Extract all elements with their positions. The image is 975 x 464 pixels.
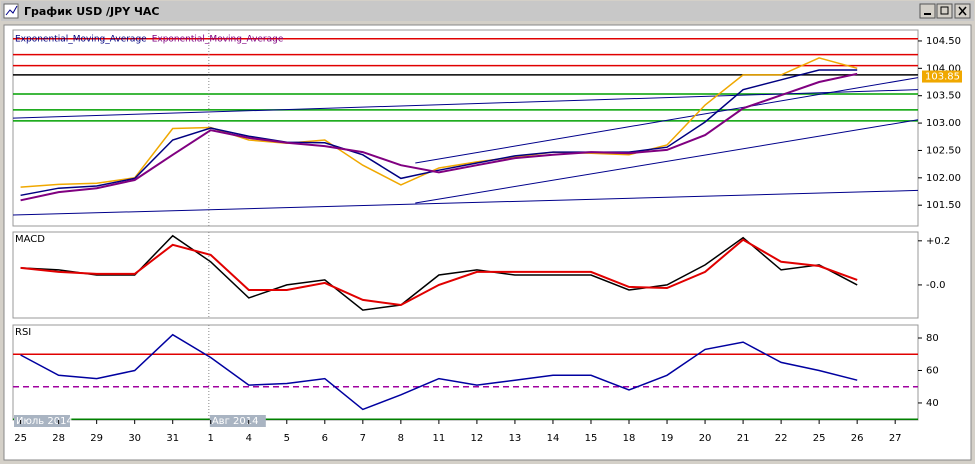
month-box bbox=[14, 415, 70, 427]
x-tick-label: 13 bbox=[509, 433, 522, 444]
x-tick-label: 25 bbox=[14, 433, 27, 444]
x-tick-label: 31 bbox=[166, 433, 179, 444]
legend-entry: Exponential_Moving_Average bbox=[152, 35, 284, 45]
panel-border bbox=[12, 231, 919, 319]
x-tick-label: 19 bbox=[661, 433, 674, 444]
x-tick-label: 15 bbox=[585, 433, 598, 444]
y-tick-label: 60 bbox=[926, 365, 939, 376]
x-tick-label: 22 bbox=[775, 433, 788, 444]
minimize-button[interactable] bbox=[919, 3, 936, 19]
chart-area bbox=[3, 24, 972, 461]
series-line bbox=[20, 57, 858, 188]
x-tick-label: 14 bbox=[547, 433, 560, 444]
series-line bbox=[20, 69, 858, 197]
y-tick-label: 103.00 bbox=[926, 118, 961, 129]
x-tick-label: 29 bbox=[90, 433, 103, 444]
panel-border bbox=[12, 324, 919, 421]
x-tick-label: 28 bbox=[52, 433, 65, 444]
y-tick-label: -0.0 bbox=[926, 280, 946, 291]
title-bar bbox=[1, 1, 974, 21]
x-tick-label: 30 bbox=[128, 433, 141, 444]
x-tick-label: 18 bbox=[623, 433, 636, 444]
trend-line bbox=[415, 119, 919, 204]
trend-line bbox=[12, 189, 919, 216]
x-tick-label: 4 bbox=[246, 433, 252, 444]
window-buttons bbox=[919, 3, 971, 19]
y-tick-label: 104.00 bbox=[926, 63, 961, 74]
y-tick-label: 101.50 bbox=[926, 200, 961, 211]
window-icon-glyph bbox=[5, 5, 18, 16]
x-tick-label: 6 bbox=[322, 433, 328, 444]
close-glyph bbox=[958, 6, 967, 16]
y-tick-label: 103.50 bbox=[926, 91, 961, 102]
series-line bbox=[20, 238, 858, 307]
x-tick-label: 12 bbox=[471, 433, 484, 444]
x-tick-label: 27 bbox=[889, 433, 902, 444]
x-tick-label: 1 bbox=[208, 433, 214, 444]
trend-line bbox=[12, 89, 919, 119]
x-tick-label: 21 bbox=[737, 433, 750, 444]
maximize-glyph bbox=[940, 6, 949, 15]
legend-entry: Exponential_Moving_Average bbox=[15, 35, 147, 45]
last-price-box bbox=[922, 70, 962, 83]
panel-title: MACD bbox=[15, 234, 45, 245]
maximize-button[interactable] bbox=[936, 3, 953, 19]
y-tick-label: 80 bbox=[926, 333, 939, 344]
series-line bbox=[20, 234, 858, 311]
month-label: Авг 2014 bbox=[212, 416, 259, 427]
window-title: График USD /JPY ЧАС bbox=[24, 5, 159, 18]
y-tick-label: 104.50 bbox=[926, 36, 961, 47]
panel-border bbox=[12, 29, 919, 227]
y-tick-label: 102.00 bbox=[926, 173, 961, 184]
y-tick-label: +0.2 bbox=[926, 236, 950, 247]
x-tick-label: 8 bbox=[398, 433, 404, 444]
x-tick-label: 5 bbox=[284, 433, 290, 444]
plots: 101.50 102.00 102.50 103.00 103.50 104.00 104.… bbox=[12, 29, 962, 444]
x-tick-label: 7 bbox=[360, 433, 366, 444]
series-line bbox=[20, 333, 858, 411]
last-price-label: 103.85 bbox=[925, 72, 960, 83]
trend-line bbox=[415, 77, 919, 164]
panel-title: RSI bbox=[15, 327, 31, 338]
x-tick-label: 26 bbox=[851, 433, 864, 444]
y-tick-label: 102.50 bbox=[926, 145, 961, 156]
series-line bbox=[20, 72, 858, 202]
x-tick-label: 25 bbox=[813, 433, 826, 444]
month-box bbox=[209, 415, 266, 427]
month-label: Июль 2014 bbox=[16, 416, 73, 427]
x-tick-label: 11 bbox=[433, 433, 446, 444]
y-tick-label: 40 bbox=[926, 398, 939, 409]
x-tick-label: 20 bbox=[699, 433, 712, 444]
